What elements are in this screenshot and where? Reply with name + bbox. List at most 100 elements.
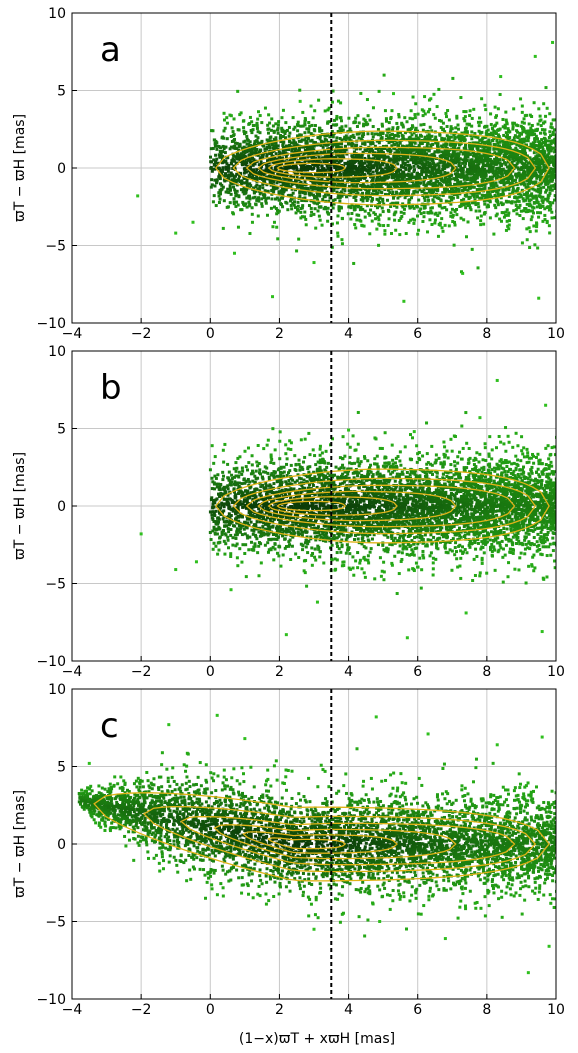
density-point [432,200,436,204]
density-point [493,124,497,128]
density-point [444,189,448,193]
density-point [392,155,396,159]
density-point [225,116,229,120]
density-point [542,102,546,106]
density-point [256,214,260,218]
density-point [549,184,553,188]
density-point [320,169,324,173]
density-point [511,151,515,155]
density-point [384,166,388,170]
density-point [487,132,491,136]
density-point [562,189,565,192]
density-point [259,160,263,164]
density-point [537,215,541,219]
density-point [301,145,305,149]
density-point [499,201,503,205]
density-point [367,212,371,216]
density-point [557,153,560,156]
density-point [303,117,307,121]
density-point [286,208,290,212]
density-point [287,184,291,188]
density-point [289,203,293,207]
density-point [541,148,545,152]
density-point [464,110,468,114]
density-point [546,182,550,186]
density-point [561,207,564,210]
density-point [311,162,315,166]
density-point [488,216,492,220]
density-point [515,143,519,147]
density-point [435,140,439,144]
density-point [422,215,426,219]
density-point [437,87,441,91]
density-point [406,160,410,164]
density-point [314,142,318,146]
density-point [328,196,332,200]
density-point [445,188,449,192]
density-point [520,241,524,245]
density-point [547,208,551,212]
density-point [313,109,317,113]
density-point [352,150,356,154]
density-point [478,188,482,192]
density-point [565,211,568,214]
density-point [453,153,457,157]
density-point [560,140,563,143]
density-point [226,169,230,173]
density-point [213,167,217,171]
density-point [519,193,523,197]
density-point [338,199,342,203]
density-point [223,151,227,155]
density-point [291,175,295,179]
density-point [552,168,556,172]
density-point [473,198,477,202]
density-point [389,231,393,235]
density-point [409,151,413,155]
density-point [368,232,372,236]
density-point [439,126,443,130]
density-point [359,219,363,223]
density-point [365,191,369,195]
density-point [390,144,394,148]
density-point [528,161,532,165]
density-point [523,174,527,178]
density-point [332,202,336,206]
density-point [471,185,475,189]
density-point [230,126,234,130]
density-point [440,226,444,230]
density-point [486,195,490,199]
density-point [270,143,274,147]
density-point [470,130,474,134]
density-point [473,165,477,169]
density-point [267,113,271,117]
density-point [508,136,512,140]
density-point [340,194,344,198]
density-point [464,185,468,189]
density-point [214,204,218,208]
density-point [436,234,440,238]
density-point [467,203,471,207]
density-point [427,98,431,102]
density-point [377,156,381,160]
density-point [494,176,498,180]
density-point [494,115,498,119]
density-point [520,104,524,108]
density-point [422,188,426,192]
density-point [245,185,249,189]
density-point [563,214,566,217]
density-point [237,148,241,152]
density-point [401,149,405,153]
density-point [352,208,356,212]
density-point [328,181,332,185]
density-point [388,133,392,137]
density-point [449,214,453,218]
density-point [507,211,511,215]
density-point [467,182,471,186]
density-point [363,161,367,165]
density-point [373,163,377,167]
density-point [514,153,518,157]
density-point [429,206,433,210]
density-point [557,163,560,166]
density-point [361,161,365,165]
